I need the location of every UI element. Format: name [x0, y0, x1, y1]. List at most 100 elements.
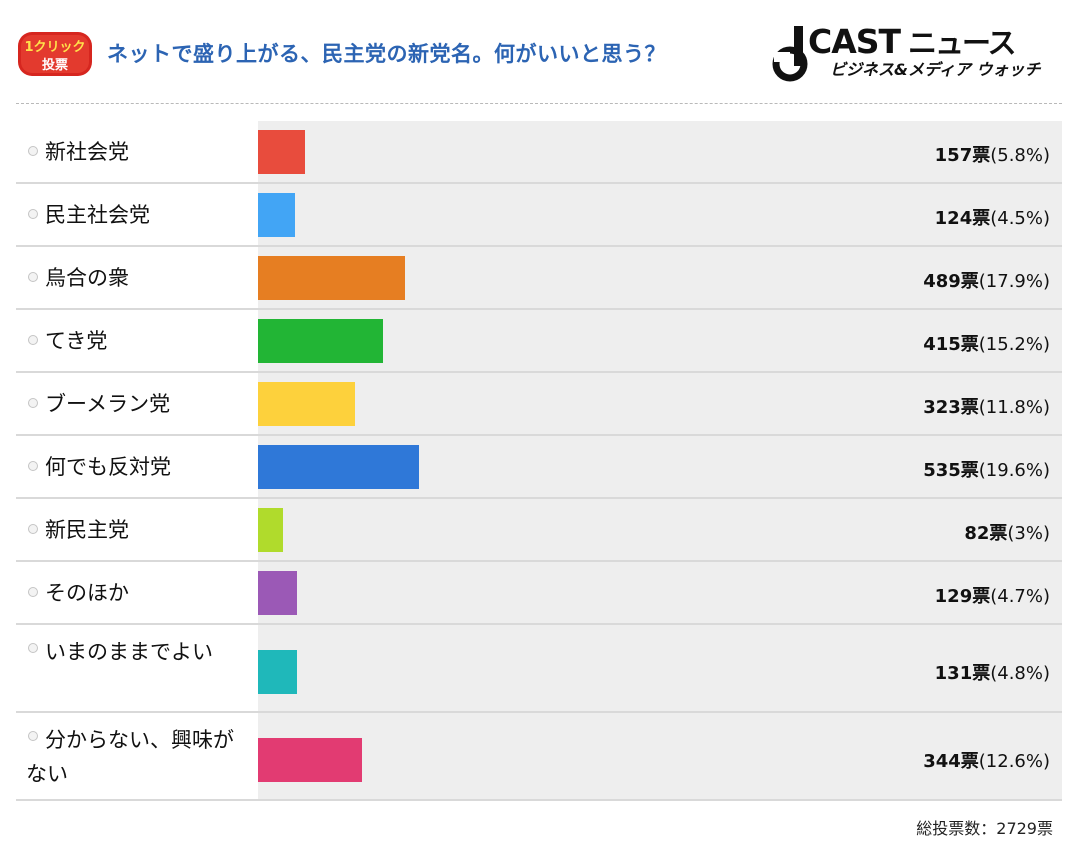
- result-bar: [258, 130, 305, 174]
- vote-unit: 票: [960, 397, 979, 418]
- result-value: 489票(17.9%): [923, 267, 1050, 293]
- option-cell: てき党: [16, 310, 258, 371]
- vote-percent: (5.8%): [990, 145, 1050, 166]
- result-value: 415票(15.2%): [923, 330, 1050, 356]
- result-bar: [258, 571, 297, 615]
- badge-line1: 1クリック: [24, 40, 85, 55]
- result-bar: [258, 382, 355, 426]
- poll-row[interactable]: 民主社会党 124票(4.5%): [16, 184, 1062, 247]
- vote-percent: (12.6%): [978, 751, 1050, 772]
- one-click-vote-badge: 1クリック 投票: [18, 32, 92, 76]
- result-value: 535票(19.6%): [923, 456, 1050, 482]
- option-label: いまのままでよい: [45, 640, 213, 664]
- bar-cell: 129票(4.7%): [258, 562, 1062, 623]
- bar-cell: 489票(17.9%): [258, 247, 1062, 308]
- poll-row[interactable]: そのほか 129票(4.7%): [16, 562, 1062, 625]
- vote-count: 129: [934, 586, 973, 607]
- result-bar: [258, 193, 295, 237]
- radio-button[interactable]: [28, 731, 38, 741]
- bar-cell: 82票(3%): [258, 499, 1062, 560]
- vote-unit: 票: [972, 145, 991, 166]
- radio-button[interactable]: [28, 587, 38, 597]
- vote-count: 489: [923, 271, 961, 292]
- option-cell: 新社会党: [16, 121, 258, 182]
- vote-unit: 票: [972, 208, 991, 229]
- result-bar: [258, 508, 283, 552]
- poll-row[interactable]: 烏合の衆 489票(17.9%): [16, 247, 1062, 310]
- poll-row[interactable]: 新社会党 157票(5.8%): [16, 121, 1062, 184]
- vote-percent: (15.2%): [978, 334, 1050, 355]
- option-label: そのほか: [45, 580, 129, 605]
- logo-brand: ニュース: [908, 26, 1015, 60]
- result-value: 124票(4.5%): [935, 204, 1050, 230]
- vote-count: 415: [923, 334, 961, 355]
- radio-button[interactable]: [28, 643, 38, 653]
- bar-cell: 535票(19.6%): [258, 436, 1062, 497]
- result-bar: [258, 445, 419, 489]
- poll-header: 1クリック 投票 ネットで盛り上がる、民主党の新党名。何がいいと思う？ CAST…: [0, 0, 1077, 104]
- header-divider: [16, 103, 1062, 104]
- result-value: 157票(5.8%): [935, 141, 1050, 167]
- poll-row[interactable]: ブーメラン党 323票(11.8%): [16, 373, 1062, 436]
- result-bar: [258, 650, 297, 694]
- bar-cell: 415票(15.2%): [258, 310, 1062, 371]
- jcast-logo[interactable]: CAST ニュース ビジネス&メディア ウォッチ: [772, 22, 1062, 84]
- vote-unit: 票: [972, 586, 991, 607]
- option-cell: いまのままでよい: [16, 625, 258, 711]
- result-bar: [258, 256, 405, 300]
- result-value: 131票(4.8%): [935, 659, 1050, 685]
- result-value: 82票(3%): [964, 519, 1050, 545]
- poll-row[interactable]: 新民主党 82票(3%): [16, 499, 1062, 562]
- option-label: 分からない、興味がない: [26, 728, 234, 786]
- vote-unit: 票: [960, 460, 979, 481]
- option-cell: 民主社会党: [16, 184, 258, 245]
- result-value: 344票(12.6%): [923, 747, 1050, 773]
- vote-percent: (19.6%): [978, 460, 1050, 481]
- radio-button[interactable]: [28, 398, 38, 408]
- option-label: 何でも反対党: [45, 454, 171, 479]
- result-bar: [258, 319, 383, 363]
- vote-percent: (4.5%): [990, 208, 1050, 229]
- poll-row[interactable]: てき党 415票(15.2%): [16, 310, 1062, 373]
- vote-unit: 票: [960, 271, 979, 292]
- vote-percent: (17.9%): [978, 271, 1050, 292]
- vote-percent: (11.8%): [978, 397, 1050, 418]
- logo-main: CAST: [808, 22, 902, 61]
- badge-line2: 投票: [42, 57, 68, 73]
- radio-button[interactable]: [28, 461, 38, 471]
- result-value: 323票(11.8%): [923, 393, 1050, 419]
- option-label: ブーメラン党: [45, 391, 171, 416]
- option-cell: 烏合の衆: [16, 247, 258, 308]
- option-cell: 何でも反対党: [16, 436, 258, 497]
- poll-title: ネットで盛り上がる、民主党の新党名。何がいいと思う？: [107, 42, 666, 66]
- result-bar: [258, 738, 362, 782]
- radio-button[interactable]: [28, 335, 38, 345]
- vote-unit: 票: [960, 751, 979, 772]
- radio-button[interactable]: [28, 524, 38, 534]
- radio-button[interactable]: [28, 209, 38, 219]
- vote-count: 124: [934, 208, 973, 229]
- poll-row[interactable]: 分からない、興味がない 344票(12.6%): [16, 713, 1062, 801]
- result-value: 129票(4.7%): [935, 582, 1050, 608]
- option-label: 新社会党: [45, 139, 129, 164]
- option-label: 新民主党: [45, 517, 129, 542]
- radio-button[interactable]: [28, 272, 38, 282]
- total-votes: 総投票数：2729票: [916, 819, 1053, 838]
- bar-cell: 157票(5.8%): [258, 121, 1062, 182]
- poll-row[interactable]: いまのままでよい 131票(4.8%): [16, 625, 1062, 713]
- poll-results-table: 新社会党 157票(5.8%) 民主社会党 124票(4.5%) 烏合の衆 489票(17…: [16, 121, 1062, 801]
- bar-cell: 323票(11.8%): [258, 373, 1062, 434]
- bar-cell: 124票(4.5%): [258, 184, 1062, 245]
- vote-unit: 票: [972, 663, 991, 684]
- option-label: てき党: [45, 328, 108, 353]
- vote-count: 157: [934, 145, 973, 166]
- vote-count: 344: [923, 751, 961, 772]
- vote-unit: 票: [960, 334, 979, 355]
- option-cell: 新民主党: [16, 499, 258, 560]
- poll-row[interactable]: 何でも反対党 535票(19.6%): [16, 436, 1062, 499]
- vote-unit: 票: [989, 523, 1008, 544]
- vote-percent: (4.8%): [990, 663, 1050, 684]
- radio-button[interactable]: [28, 146, 38, 156]
- vote-count: 535: [923, 460, 961, 481]
- logo-sub: ビジネス&メディア ウォッチ: [830, 60, 1041, 79]
